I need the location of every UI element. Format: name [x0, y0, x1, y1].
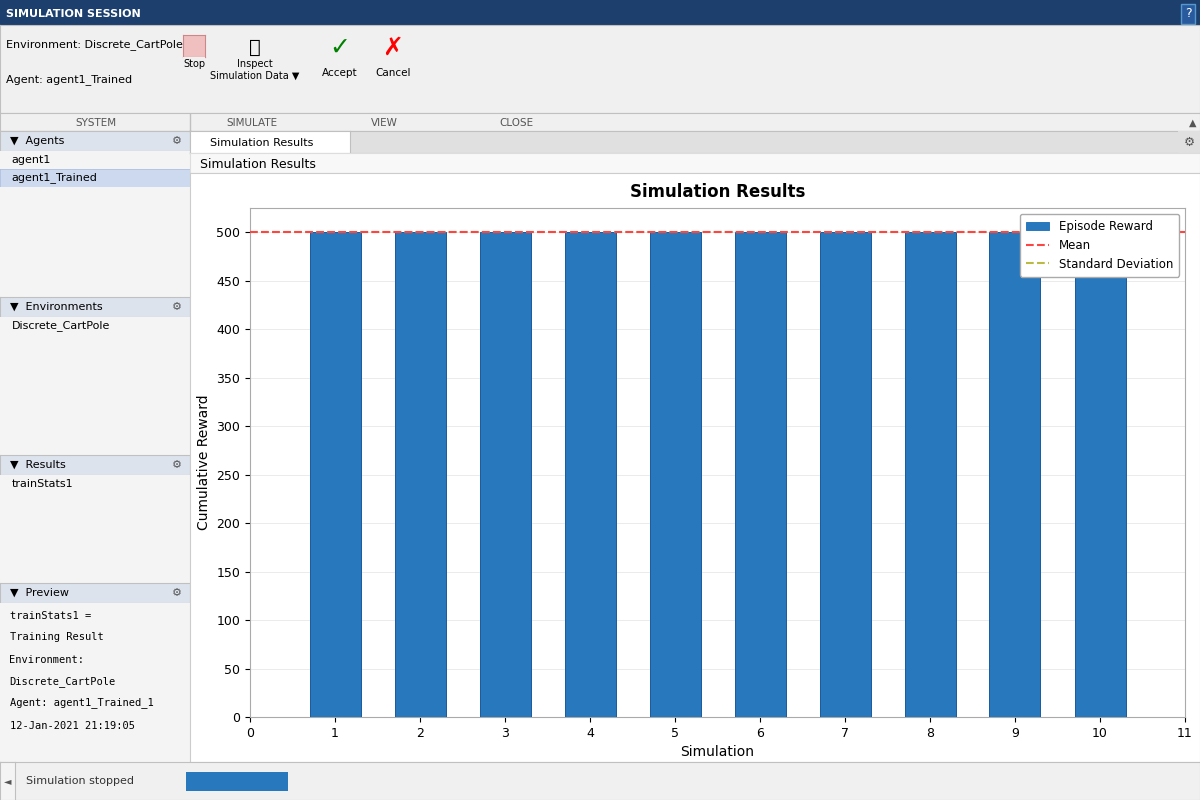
- Bar: [395, 232, 445, 717]
- Text: 12-Jan-2021 21:19:05: 12-Jan-2021 21:19:05: [10, 721, 134, 730]
- Text: SIMULATE: SIMULATE: [227, 118, 277, 128]
- Text: ⚙: ⚙: [172, 136, 181, 146]
- Text: ⚙: ⚙: [1183, 135, 1195, 149]
- Text: SYSTEM: SYSTEM: [76, 118, 116, 128]
- Title: Simulation Results: Simulation Results: [630, 183, 805, 201]
- X-axis label: Simulation: Simulation: [680, 746, 755, 759]
- Text: ⚙: ⚙: [172, 302, 181, 312]
- Bar: [990, 232, 1040, 717]
- Text: ▲: ▲: [1189, 118, 1196, 128]
- Text: ?: ?: [1184, 7, 1192, 20]
- Text: Simulation Results: Simulation Results: [210, 138, 313, 148]
- Text: ▼  Results: ▼ Results: [10, 460, 65, 470]
- Text: trainStats1: trainStats1: [12, 479, 73, 489]
- Text: SIMULATION SESSION: SIMULATION SESSION: [6, 9, 140, 18]
- Text: ▼  Preview: ▼ Preview: [10, 588, 68, 598]
- Text: 🔍: 🔍: [250, 38, 260, 57]
- Text: trainStats1 =: trainStats1 =: [10, 611, 91, 621]
- Text: VIEW: VIEW: [371, 118, 397, 128]
- Bar: [649, 232, 701, 717]
- Text: agent1: agent1: [12, 155, 50, 165]
- Text: CLOSE: CLOSE: [499, 118, 533, 128]
- Text: Simulation Results: Simulation Results: [200, 158, 316, 170]
- Text: ⚙: ⚙: [172, 460, 181, 470]
- Text: ℹ: ℹ: [6, 774, 11, 787]
- Text: ▼  Environments: ▼ Environments: [10, 302, 102, 312]
- Text: Inspect
Simulation Data ▼: Inspect Simulation Data ▼: [210, 59, 300, 81]
- Bar: [734, 232, 786, 717]
- Text: ✓: ✓: [330, 35, 350, 59]
- Text: Cancel: Cancel: [376, 67, 410, 78]
- Bar: [820, 232, 870, 717]
- Bar: [564, 232, 616, 717]
- Text: Discrete_CartPole: Discrete_CartPole: [10, 676, 115, 687]
- Text: Discrete_CartPole: Discrete_CartPole: [12, 321, 109, 331]
- Text: ⚙: ⚙: [172, 588, 181, 598]
- Text: Environment: Discrete_CartPole: Environment: Discrete_CartPole: [6, 39, 182, 50]
- Text: Stop: Stop: [182, 59, 205, 69]
- Text: Accept: Accept: [322, 67, 358, 78]
- Y-axis label: Cumulative Reward: Cumulative Reward: [197, 394, 211, 530]
- Text: Training Result: Training Result: [10, 632, 103, 642]
- Bar: [186, 771, 288, 790]
- Legend: Episode Reward, Mean, Standard Deviation: Episode Reward, Mean, Standard Deviation: [1020, 214, 1180, 277]
- Bar: [1074, 232, 1126, 717]
- Text: ◄: ◄: [4, 776, 11, 786]
- Text: Simulation stopped: Simulation stopped: [26, 776, 134, 786]
- Bar: [310, 232, 360, 717]
- Text: ✗: ✗: [383, 35, 403, 59]
- Bar: [480, 232, 530, 717]
- Text: ▼  Agents: ▼ Agents: [10, 136, 64, 146]
- Text: Agent: agent1_Trained: Agent: agent1_Trained: [6, 74, 132, 85]
- Text: agent1_Trained: agent1_Trained: [12, 173, 97, 183]
- Bar: [905, 232, 955, 717]
- Text: Environment:: Environment:: [10, 655, 84, 666]
- Text: Agent: agent1_Trained_1: Agent: agent1_Trained_1: [10, 697, 154, 708]
